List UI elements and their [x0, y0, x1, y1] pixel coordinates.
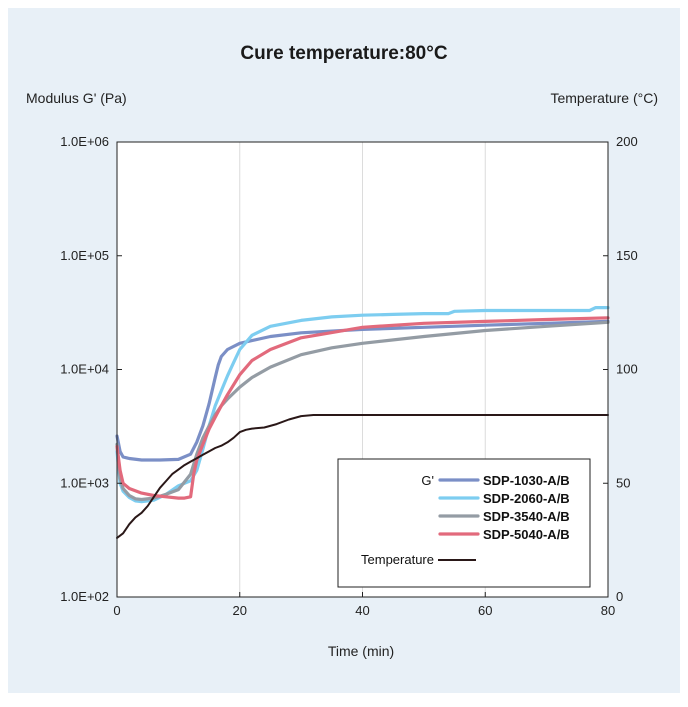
series-line-sdp-5040-a-b	[115, 316, 610, 500]
y-left-tick-label: 1.0E+03	[60, 475, 109, 490]
x-tick-label: 40	[355, 603, 369, 618]
x-axis-label: Time (min)	[328, 643, 394, 659]
legend-label: SDP-3540-A/B	[483, 509, 570, 524]
y-axis-left-label: Modulus G' (Pa)	[26, 90, 127, 106]
chart-panel: Cure temperature:80°C Modulus G' (Pa) Te…	[8, 8, 680, 693]
series-line-sdp-2060-a-b	[115, 306, 610, 504]
y-left-tick-label: 1.0E+02	[60, 589, 109, 604]
series-layer	[115, 306, 610, 539]
x-tick-label: 0	[113, 603, 120, 618]
series-line-sdp-1030-a-b	[115, 319, 610, 462]
y-right-tick-label: 50	[616, 475, 630, 490]
y-right-tick-label: 0	[616, 589, 623, 604]
y-left-tick-label: 1.0E+05	[60, 248, 109, 263]
y-axis-right-label: Temperature (°C)	[550, 90, 658, 106]
x-tick-label: 20	[233, 603, 247, 618]
legend-label: SDP-2060-A/B	[483, 491, 570, 506]
y-right-tick-label: 200	[616, 134, 638, 149]
legend-label: SDP-5040-A/B	[483, 527, 570, 542]
y-left-tick-label: 1.0E+04	[60, 362, 109, 377]
tick-marks	[116, 141, 609, 598]
legend-group-label: G'	[421, 473, 434, 488]
legend-label: SDP-1030-A/B	[483, 473, 570, 488]
y-right-tick-label: 150	[616, 248, 638, 263]
x-tick-label: 80	[601, 603, 615, 618]
x-tick-label: 60	[478, 603, 492, 618]
legend: G' SDP-1030-A/B SDP-2060-A/B SDP-3540-A/B S…	[337, 458, 591, 588]
chart-title: Cure temperature:80°C	[240, 43, 447, 64]
y-right-tick-label: 100	[616, 362, 638, 377]
y-left-tick-label: 1.0E+06	[60, 134, 109, 149]
legend-label: Temperature	[361, 552, 434, 567]
chart-svg: Cure temperature:80°C Modulus G' (Pa) Te…	[26, 43, 658, 659]
series-line-temperature	[116, 414, 609, 539]
